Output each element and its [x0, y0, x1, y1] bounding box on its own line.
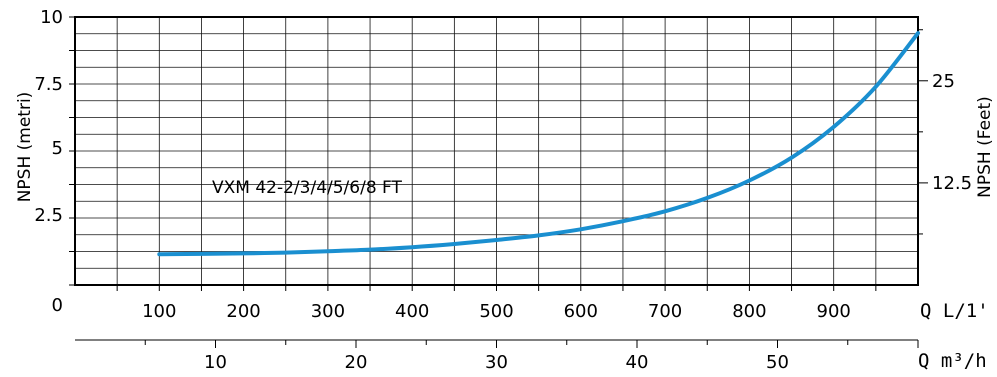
axis-ticks: [69, 16, 928, 348]
series-label: VXM 42-2/3/4/5/6/8 FT: [212, 178, 403, 198]
y-tick-label-left: 5: [52, 138, 63, 159]
x-axis-title-lmin: Q L/1': [920, 300, 989, 322]
x-tick-label-lmin: 800: [732, 301, 766, 322]
x-tick-label-lmin: 600: [564, 301, 598, 322]
y-tick-label-right: 25: [932, 71, 955, 92]
x-tick-label-lmin: 700: [648, 301, 682, 322]
series-layer: [157, 31, 920, 257]
x-tick-label-lmin: 100: [142, 301, 176, 322]
x-tick-label-lmin: 400: [395, 301, 429, 322]
x-tick-label-lmin: 300: [311, 301, 345, 322]
x-tick-label-lmin: 200: [226, 301, 260, 322]
x-axis-title-m3h: Q m³/h: [918, 350, 987, 372]
right-axis-title: NPSH (Feet): [975, 96, 995, 198]
y-tick-label-left: 2.5: [34, 205, 63, 226]
tick-labels: 10 7.5 5 2.5 0 25 12.5 100 200 300 400 500 600 700 800…: [34, 7, 972, 373]
y-tick-label-left: 10: [40, 7, 63, 28]
x-tick-label-m3h: 20: [345, 352, 368, 373]
x-tick-label-m3h: 40: [626, 352, 649, 373]
x-tick-label-m3h: 10: [204, 352, 227, 373]
x-tick-label-m3h: 50: [766, 352, 789, 373]
x-tick-label-lmin: 500: [479, 301, 513, 322]
y-tick-label-right: 12.5: [932, 173, 972, 194]
y-tick-label-left: 0: [52, 295, 63, 316]
y-tick-label-left: 7.5: [34, 74, 63, 95]
x-tick-label-lmin: 900: [817, 301, 851, 322]
series-line: [157, 31, 920, 257]
grid: [75, 17, 918, 285]
left-axis-title: NPSH (metri): [15, 92, 35, 203]
x-tick-label-m3h: 30: [485, 352, 508, 373]
plot-frame: [74, 16, 919, 286]
